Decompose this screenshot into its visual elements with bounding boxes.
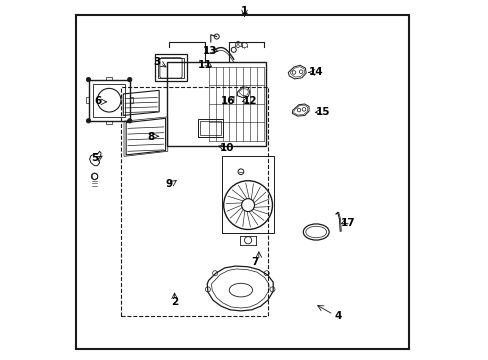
Text: 12: 12 [242,96,257,106]
Bar [88,80,129,121]
Bar [93,84,125,117]
Circle shape [86,77,90,82]
Circle shape [127,119,132,123]
Bar [198,119,223,137]
Text: 1: 1 [241,6,247,17]
Text: 8: 8 [147,132,155,142]
Text: 11: 11 [198,60,212,70]
Text: 6: 6 [94,96,102,106]
Bar [200,121,221,135]
Bar [85,97,88,103]
Text: 10: 10 [219,143,233,153]
Bar [106,77,112,80]
Text: 2: 2 [171,297,178,307]
Bar [167,62,265,146]
Bar [121,87,267,316]
Circle shape [127,77,132,82]
Text: 14: 14 [308,67,323,77]
Bar [158,58,183,78]
Bar [155,54,187,81]
Text: 4: 4 [333,311,341,321]
Text: 9: 9 [165,179,172,189]
Text: 16: 16 [221,96,235,106]
Text: 15: 15 [316,107,330,117]
Text: 7: 7 [251,257,259,267]
Circle shape [86,119,90,123]
Text: 17: 17 [341,218,355,228]
Bar [129,97,132,103]
Text: 3: 3 [153,57,160,67]
Text: 13: 13 [203,46,217,56]
Bar [222,156,274,233]
Text: 5: 5 [91,153,98,163]
Bar [106,121,112,124]
